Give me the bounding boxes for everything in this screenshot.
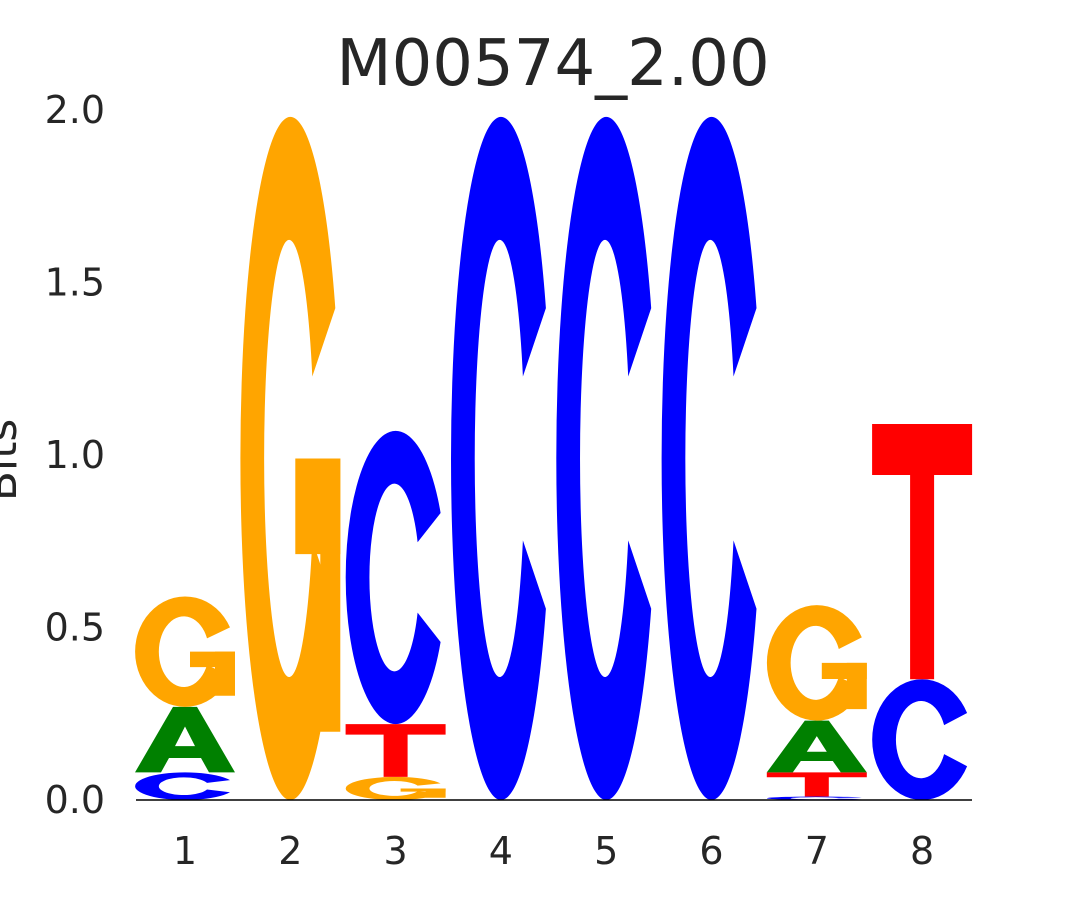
logo-letter-T <box>872 423 973 680</box>
y-tick-label: 2.0 <box>45 88 105 132</box>
letter-shape <box>135 706 235 773</box>
letter-shape <box>345 776 441 800</box>
letter-shape <box>135 596 230 707</box>
x-tick-label: 7 <box>805 829 829 873</box>
x-tick-label: 3 <box>384 829 408 873</box>
letter-shape <box>215 651 235 696</box>
logo-letter-A <box>766 720 867 773</box>
logo-letter-C <box>345 430 441 725</box>
letter-shape <box>766 720 867 773</box>
x-tick-label: 1 <box>173 829 197 873</box>
logo-letter-G <box>135 596 235 707</box>
letter-shape <box>451 116 546 801</box>
logo-letter-T <box>766 772 867 797</box>
chart-title: M00574_2.00 <box>336 27 769 101</box>
letter-shape <box>872 423 973 680</box>
y-axis-ticks: 0.0 0.5 1.0 1.5 2.0 <box>45 88 105 822</box>
logo-letter-C <box>451 116 546 801</box>
logo-letter-C <box>766 796 862 800</box>
letter-shape <box>766 605 862 721</box>
x-tick-label: 8 <box>910 829 934 873</box>
letter-shape <box>872 679 968 800</box>
x-tick-label: 6 <box>699 829 723 873</box>
logo-letter-C <box>135 772 230 800</box>
logo-letter-C <box>661 116 757 801</box>
letter-shape <box>345 724 446 777</box>
logo-letter-T <box>345 724 446 777</box>
x-tick-label: 4 <box>489 829 513 873</box>
letter-shape <box>766 796 862 800</box>
x-tick-label: 2 <box>278 829 302 873</box>
logo-letter-G <box>345 776 446 800</box>
letter-shape <box>345 430 441 725</box>
y-tick-label: 0.5 <box>45 606 105 650</box>
letter-shape <box>766 772 867 797</box>
x-tick-label: 5 <box>594 829 618 873</box>
logo-letter-C <box>872 679 968 800</box>
y-tick-label: 1.0 <box>45 433 105 477</box>
logo-letter-G <box>240 116 341 801</box>
logo-letter-A <box>135 706 235 773</box>
y-axis-label: Bits <box>0 419 27 502</box>
letter-shape <box>556 116 652 801</box>
letter-shape <box>240 116 336 801</box>
y-tick-label: 0.0 <box>45 778 105 822</box>
logo-letter-G <box>766 605 867 721</box>
letter-shape <box>135 772 230 800</box>
letter-shape <box>425 788 446 798</box>
letter-shape <box>846 662 867 710</box>
logo-letter-C <box>556 116 652 801</box>
y-tick-label: 1.5 <box>45 261 105 305</box>
x-axis-ticks: 1 2 3 4 5 6 7 8 <box>173 829 934 873</box>
logo-letters <box>135 116 973 801</box>
letter-shape <box>661 116 757 801</box>
letter-shape <box>320 458 341 732</box>
